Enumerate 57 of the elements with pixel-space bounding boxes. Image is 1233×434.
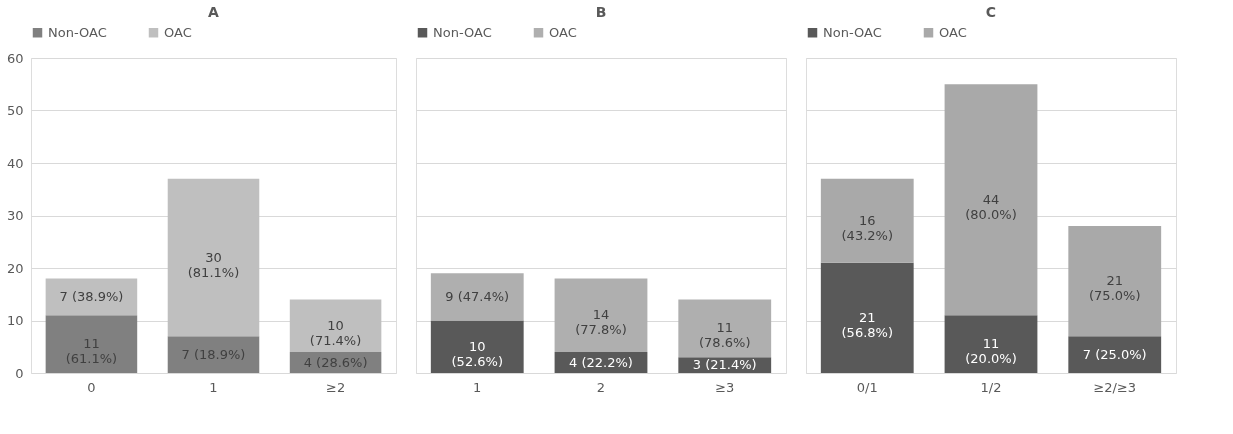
legend-label: OAC (549, 24, 577, 40)
bar (430, 273, 524, 321)
bar (289, 299, 382, 352)
x-tick-label: 1 (473, 379, 482, 395)
x-tick-label: ≥2/≥3 (1093, 379, 1137, 395)
bar (430, 320, 524, 373)
data-label: 11 (20.0%) (965, 336, 1017, 367)
legend-label: Non-OAC (823, 24, 882, 40)
data-label: 21 (56.8%) (841, 309, 893, 340)
data-label: 3 (21.4%) (692, 357, 757, 373)
x-tick-label: 2 (596, 379, 606, 395)
data-label: 11 (61.1%) (65, 336, 118, 367)
x-tick-label: ≥2 (325, 379, 346, 395)
data-label: 7 (25.0%) (1082, 346, 1147, 362)
bar (820, 262, 914, 373)
data-label: 21 (75.0%) (1089, 273, 1141, 304)
y-tick-label: 10 (6, 313, 24, 328)
data-label: 30 (81.1%) (187, 249, 240, 280)
data-label: 4 (28.6%) (303, 354, 368, 370)
x-tick-label: 1/2 (980, 379, 1002, 395)
x-tick-label: 1 (209, 379, 218, 395)
bar (944, 84, 1038, 316)
legend-label: Non-OAC (48, 24, 107, 40)
x-tick-label: ≥3 (715, 379, 735, 395)
data-label: 14 (77.8%) (575, 307, 627, 338)
chart-title: A (208, 4, 220, 20)
data-label: 16 (43.2%) (841, 212, 893, 243)
data-label: 4 (22.2%) (569, 354, 633, 370)
y-tick-label: 0 (15, 365, 24, 381)
data-label: 7 (18.9%) (181, 346, 246, 362)
legend-label: OAC (164, 24, 192, 40)
bar (45, 315, 138, 373)
data-label: 10 (71.4%) (309, 317, 362, 348)
data-label: 9 (47.4%) (445, 288, 510, 304)
bar (820, 178, 914, 263)
chart-title: C (985, 4, 997, 20)
data-label: 44 (80.0%) (965, 191, 1017, 222)
chart-title: B (595, 4, 607, 20)
x-tick-label: 0/1 (856, 379, 878, 395)
y-tick-label: 30 (6, 208, 24, 223)
bar (167, 336, 260, 373)
bar (1068, 226, 1162, 337)
bar (944, 315, 1038, 373)
y-tick-label: 20 (6, 260, 24, 276)
bar (1068, 336, 1162, 373)
y-tick-label: 40 (6, 155, 24, 171)
x-tick-label: 0 (87, 379, 96, 395)
data-label: 10 (52.6%) (451, 338, 503, 369)
bar (678, 299, 772, 358)
legend-label: Non-OAC (433, 24, 492, 40)
y-tick-label: 60 (6, 50, 24, 66)
data-label: 7 (38.9%) (59, 288, 124, 304)
legend-label: OAC (939, 24, 967, 40)
bar (167, 178, 260, 337)
data-label: 11 (78.6%) (699, 320, 751, 351)
y-tick-label: 50 (6, 103, 24, 118)
bar (554, 278, 648, 352)
